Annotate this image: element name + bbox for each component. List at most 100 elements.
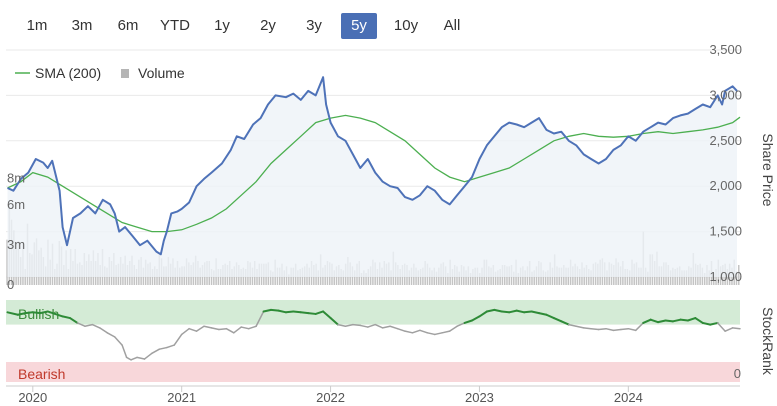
stockrank-bullish-segment	[672, 318, 682, 323]
stockrank-bullish-segment	[277, 309, 287, 314]
stockrank-segment	[582, 327, 592, 330]
price-tick-label: 2,500	[709, 133, 742, 148]
price-tick-label: 1,000	[709, 269, 742, 284]
stockrank-bullish-segment	[649, 318, 660, 324]
stockrank-segment	[136, 356, 146, 360]
stockrank-bullish-segment	[24, 311, 34, 315]
stockrank-bullish-segment	[69, 317, 79, 324]
volume-bar	[431, 270, 433, 285]
volume-bar	[685, 270, 688, 285]
stockrank-segment	[344, 323, 354, 327]
volume-bar	[408, 270, 410, 285]
range-all-button[interactable]: All	[443, 17, 461, 34]
volume-bar	[590, 270, 592, 285]
stockrank-segment	[151, 348, 161, 355]
stockrank-segment	[620, 327, 630, 331]
volume-bar	[465, 270, 467, 285]
volume-bar	[435, 271, 438, 285]
range-3m-button[interactable]: 3m	[71, 17, 93, 34]
stockrank-bullish-segment	[471, 315, 481, 322]
volume-tick-label: 6m	[7, 197, 25, 212]
volume-bar	[531, 271, 533, 285]
volume-bar	[735, 271, 738, 285]
volume-bar	[517, 273, 520, 285]
stockrank-bullish-segment	[329, 317, 340, 326]
volume-bar	[542, 270, 545, 285]
stockrank-segment	[396, 327, 406, 332]
volume-tick-label: 8m	[7, 170, 25, 185]
stockrank-segment	[635, 322, 644, 332]
volume-bar	[681, 270, 683, 285]
volume-bar	[317, 270, 320, 285]
range-6m-button[interactable]: 6m	[117, 17, 139, 34]
price-axis-title: Share Price	[760, 133, 776, 206]
stockrank-bullish-segment	[545, 313, 555, 320]
stockrank-segment	[337, 323, 347, 327]
bearish-label: Bearish	[18, 366, 65, 382]
stockrank-segment	[389, 325, 399, 330]
stockrank-segment	[203, 325, 213, 329]
range-10y-button[interactable]: 10y	[393, 17, 419, 34]
stockrank-segment	[724, 327, 734, 332]
stockrank-bullish-segment	[664, 319, 675, 323]
stockrank-segment	[381, 325, 391, 329]
bearish-band	[6, 362, 740, 382]
stockrank-segment	[218, 327, 228, 331]
volume-bar	[544, 271, 547, 285]
stockrank-segment	[233, 326, 242, 334]
stockrank-bullish-segment	[61, 315, 72, 320]
stockrank-segment	[76, 322, 86, 327]
volume-tick-label: 3m	[7, 237, 25, 252]
stockrank-segment	[419, 329, 429, 334]
stockrank-bullish-segment	[485, 308, 496, 313]
range-3y-button[interactable]: 3y	[306, 17, 322, 34]
volume-bar	[494, 271, 497, 285]
volume-bar	[628, 270, 631, 285]
stockrank-bullish-segment	[307, 312, 317, 315]
range-2y-button[interactable]: 2y	[260, 17, 276, 34]
legend-volume-label: Volume	[138, 65, 185, 81]
volume-bar	[647, 271, 649, 285]
stockrank-segment	[367, 323, 376, 328]
volume-bar	[269, 270, 272, 285]
price-area	[7, 77, 737, 277]
stockrank-bullish-segment	[552, 317, 563, 323]
stockrank-segment	[91, 323, 101, 329]
stockrank-bullish-segment	[500, 310, 511, 314]
price-tick-label: 2,000	[709, 178, 742, 193]
volume-bar	[533, 270, 535, 285]
volume-tick-label: 0	[7, 277, 14, 292]
stockrank-tick-label: 0	[734, 366, 741, 381]
range-ytd-button[interactable]: YTD	[160, 17, 190, 34]
stockrank-segment	[590, 327, 600, 331]
stockrank-bullish-segment	[46, 310, 57, 315]
x-tick-label: 2023	[465, 390, 494, 405]
stockrank-bullish-segment	[694, 317, 704, 324]
volume-bar	[669, 270, 672, 285]
x-tick-label: 2021	[167, 390, 196, 405]
range-1m-button[interactable]: 1m	[26, 17, 48, 34]
volume-bar	[365, 273, 367, 285]
stockrank-segment	[627, 327, 637, 332]
stockrank-bullish-segment	[679, 318, 689, 322]
volume-bar	[297, 270, 299, 285]
stockrank-segment	[210, 327, 220, 331]
stockrank-segment	[597, 327, 607, 331]
volume-bar	[469, 273, 472, 285]
stockrank-bullish-segment	[657, 319, 667, 324]
stockrank-segment	[143, 352, 153, 360]
stockrank-segment	[716, 322, 726, 332]
x-tick-label: 2024	[614, 390, 643, 405]
stockrank-bullish-segment	[284, 310, 295, 314]
stockrank-segment	[121, 344, 128, 359]
stockrank-bullish-segment	[31, 311, 42, 315]
stockrank-bullish-segment	[314, 310, 325, 315]
stockrank-bullish-segment	[530, 310, 541, 315]
stockrank-bullish-segment	[478, 310, 488, 318]
stockrank-bullish-segment	[16, 312, 27, 316]
stockrank-segment	[426, 332, 436, 336]
range-1y-button[interactable]: 1y	[214, 17, 230, 34]
stockrank-bullish-segment	[538, 312, 548, 316]
volume-bar	[703, 273, 706, 285]
range-5y-button[interactable]: 5y	[341, 13, 377, 39]
